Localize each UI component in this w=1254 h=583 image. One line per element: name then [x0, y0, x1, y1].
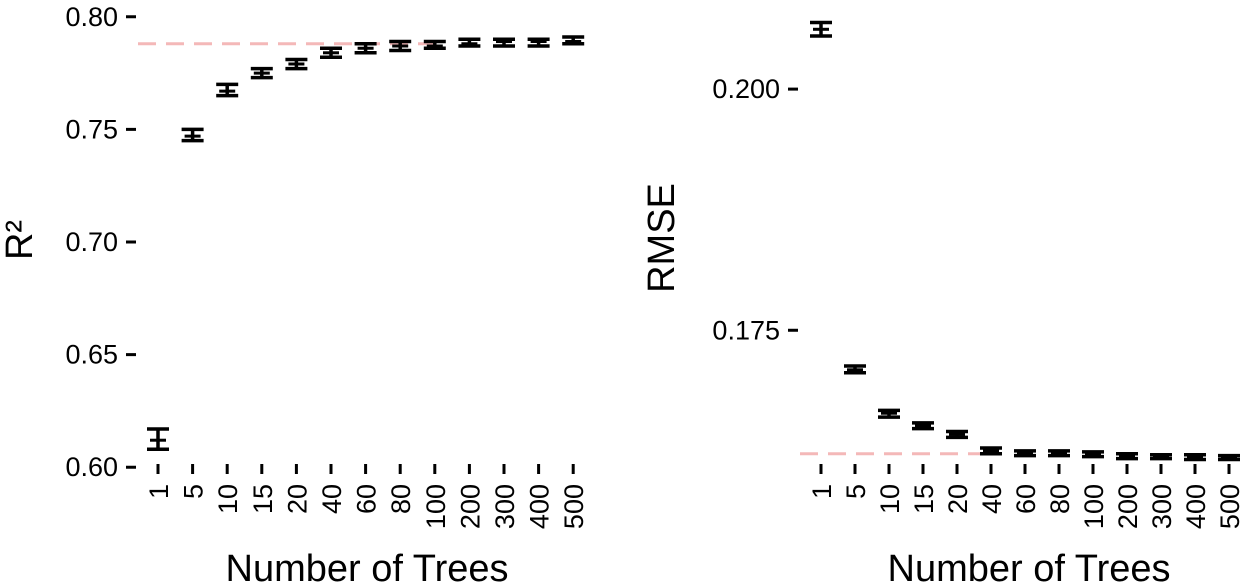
rmse-x-tick-label: 80	[1045, 484, 1075, 514]
rmse-x-tick-label: 300	[1147, 484, 1177, 529]
rmse-error-bar	[810, 20, 832, 38]
r2-x-tick-label: 40	[317, 484, 347, 514]
r2-x-tick-label: 1	[144, 484, 174, 499]
r2-error-bar	[320, 46, 342, 60]
rmse-y-axis-title: RMSE	[641, 183, 683, 293]
rmse-x-tick-label: 400	[1181, 484, 1211, 529]
rmse-x-tick-label: 500	[1215, 484, 1245, 529]
rmse-x-tick-label: 40	[977, 484, 1007, 514]
r2-error-bar	[181, 127, 204, 143]
rmse-x-tick-label: 5	[841, 484, 871, 499]
rmse-error-bar	[844, 364, 866, 375]
r2-y-tick-label: 0.80	[65, 2, 118, 32]
r2-x-tick-label: 5	[179, 484, 209, 499]
r2-x-tick-label: 500	[559, 484, 589, 529]
rmse-x-tick-label: 10	[875, 484, 905, 514]
r2-error-bar	[285, 57, 308, 71]
r2-x-axis-title: Number of Trees	[226, 548, 509, 583]
r2-error-bar	[527, 37, 550, 48]
rmse-x-tick-label: 100	[1079, 484, 1109, 529]
r2-error-bar	[216, 82, 239, 98]
r2-error-bar	[250, 66, 273, 80]
rmse-error-bar	[946, 429, 968, 440]
r2-x-tick-label: 200	[455, 484, 485, 529]
r2-x-tick-label: 300	[490, 484, 520, 529]
r2-error-bar	[354, 42, 377, 55]
rmse-x-tick-label: 1	[807, 484, 837, 499]
rmse-x-tick-label: 20	[943, 484, 973, 514]
rmse-x-tick-label: 15	[909, 484, 939, 514]
rmse-error-bar	[1218, 453, 1240, 462]
r2-x-tick-label: 80	[386, 484, 416, 514]
rmse-error-bar	[1184, 452, 1206, 462]
r2-x-tick-label: 100	[421, 484, 451, 529]
r2-y-tick-label: 0.75	[65, 114, 118, 144]
r2-y-tick-label: 0.70	[65, 227, 118, 257]
rmse-x-axis-title: Number of Trees	[888, 548, 1171, 583]
rmse-x-tick-label: 200	[1113, 484, 1143, 529]
r2-x-tick-label: 60	[352, 484, 382, 514]
r2-y-tick-label: 0.60	[65, 452, 118, 482]
r2-error-bar	[423, 39, 446, 51]
r2-error-bar	[562, 35, 585, 46]
rmse-error-bar	[1116, 451, 1138, 461]
r2-error-bar	[389, 39, 412, 53]
rmse-x-tick-label: 60	[1011, 484, 1041, 514]
rmse-error-bar	[1150, 452, 1172, 461]
rmse-error-bar	[912, 421, 934, 431]
rmse-y-tick-label: 0.200	[712, 74, 780, 104]
r2-x-tick-label: 10	[213, 484, 243, 514]
r2-x-tick-label: 20	[282, 484, 312, 514]
rmse-error-bar	[980, 446, 1002, 456]
r2-error-bar	[493, 37, 515, 48]
r2-x-tick-label: 15	[248, 484, 278, 514]
r2-panel: R² Number of Trees 0.60 0.65 0.70 0.75 0.80 1…	[0, 2, 589, 583]
rmse-error-bar	[1048, 449, 1070, 458]
rmse-error-bar	[1014, 449, 1036, 458]
rmse-error-bar	[1082, 450, 1104, 459]
r2-y-tick-label: 0.65	[65, 340, 118, 370]
rmse-y-tick-label: 0.175	[712, 315, 780, 345]
rmse-error-bar	[878, 408, 900, 419]
r2-x-tick-label: 400	[525, 484, 555, 529]
r2-error-bar	[147, 427, 169, 451]
r2-error-bar	[458, 37, 481, 48]
r2-y-axis-title: R²	[0, 220, 41, 260]
